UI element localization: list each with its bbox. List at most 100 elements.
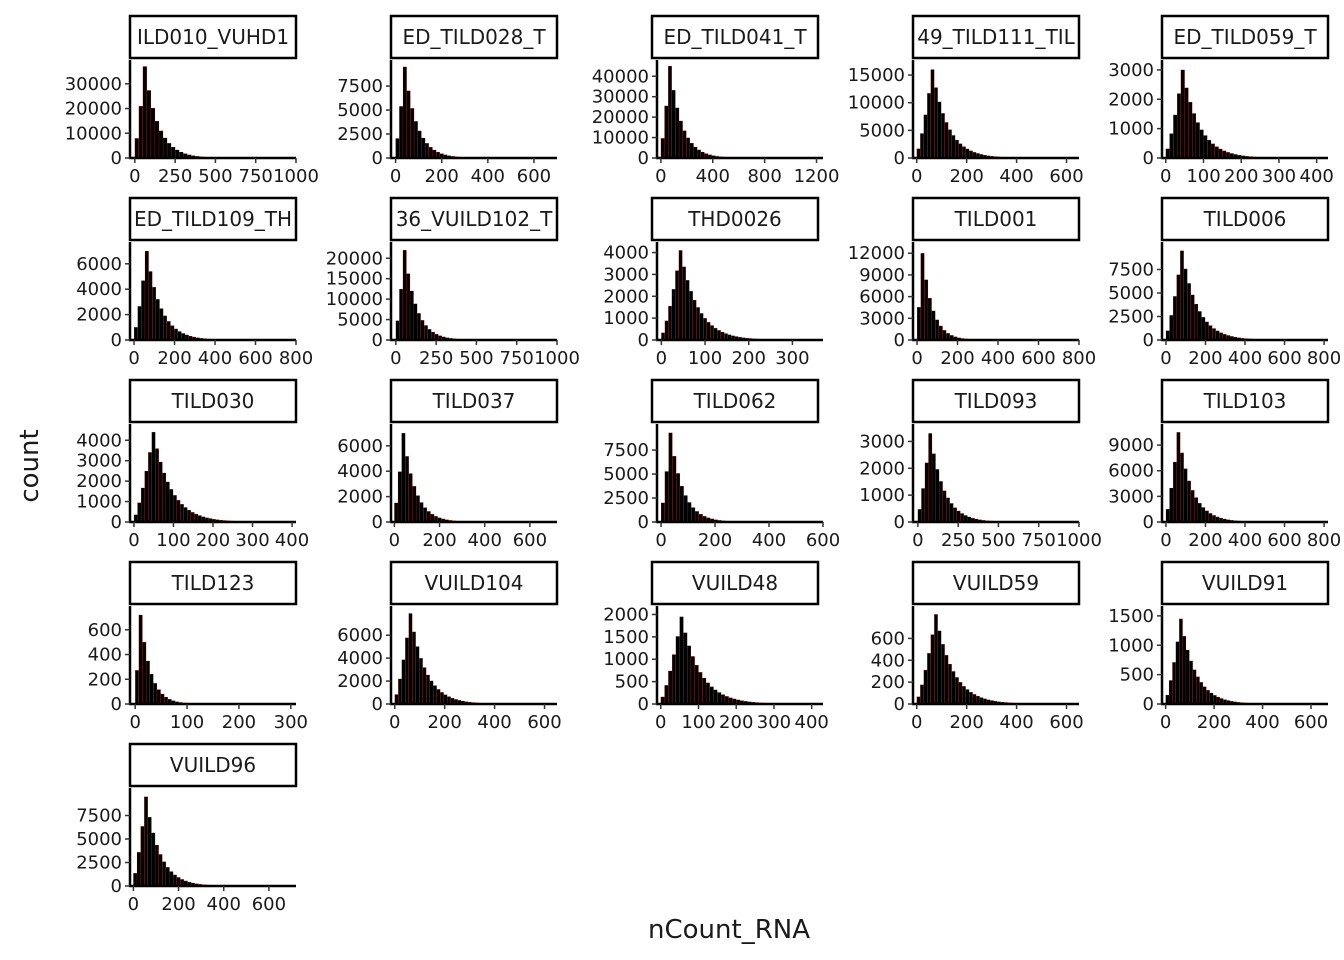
histogram-bar (160, 693, 165, 705)
histogram-bar (417, 130, 422, 159)
histogram-bar (951, 671, 956, 705)
y-tick-label: 30000 (65, 74, 122, 95)
histogram-bar (426, 511, 431, 523)
histogram-bar (1185, 649, 1190, 705)
facet-strip (911, 560, 1081, 606)
histogram-bar (158, 130, 164, 159)
x-tick-label: 1000 (273, 166, 319, 187)
x-tick-label: 250 (419, 348, 453, 369)
histogram-bar (146, 90, 152, 159)
histogram-bar (1192, 669, 1197, 705)
histogram-bar (415, 495, 420, 523)
histogram-bar (935, 469, 940, 523)
histogram-bar (155, 448, 159, 523)
histogram-bar (394, 502, 399, 523)
histogram-bar (717, 692, 722, 705)
x-tick-label: 400 (999, 712, 1033, 733)
histogram-bar (969, 691, 973, 705)
x-tick-label: 300 (235, 530, 269, 551)
facet-strip (389, 378, 559, 424)
histogram-bar (951, 135, 956, 159)
histogram-bar (927, 93, 931, 159)
x-tick-label: 500 (459, 348, 493, 369)
x-tick-label: 100 (170, 712, 204, 733)
x-tick-label: 600 (1267, 348, 1301, 369)
histogram-bar (937, 630, 942, 705)
histogram-bar (691, 507, 696, 523)
histogram-bar (1209, 692, 1214, 705)
histogram-bar (660, 502, 665, 523)
y-tick-label: 4000 (337, 461, 383, 482)
histogram-bar (920, 133, 924, 159)
facet-strip (1160, 196, 1330, 242)
y-tick-label: 200 (88, 669, 122, 690)
histogram-bar (703, 318, 707, 341)
histogram-bar (138, 614, 143, 705)
histogram-bar (682, 130, 687, 159)
histogram-bars (133, 431, 295, 523)
x-tick-label: 300 (775, 348, 809, 369)
y-tick-label: 4000 (76, 430, 122, 451)
histogram-bar (1208, 325, 1213, 341)
histogram-bar (942, 490, 947, 523)
histogram-bar (1179, 618, 1183, 705)
y-tick-label: 2000 (603, 286, 649, 307)
x-tick-label: 250 (941, 530, 975, 551)
y-tick-label: 0 (372, 330, 383, 351)
x-tick-label: 0 (389, 712, 400, 733)
histogram-bar (140, 826, 145, 887)
x-tick-label: 800 (1307, 530, 1341, 551)
y-tick-label: 0 (111, 876, 122, 897)
histogram-bar (154, 844, 159, 887)
histogram-bar (931, 453, 936, 523)
x-tick-label: 600 (1049, 166, 1083, 187)
facet-strip (128, 742, 298, 788)
y-tick-label: 0 (111, 330, 122, 351)
y-tick-label: 3000 (603, 264, 649, 285)
histogram-bar (443, 694, 448, 705)
histogram-bar (401, 659, 406, 705)
y-tick-label: 7500 (337, 76, 383, 97)
histogram-bar (672, 455, 677, 523)
histogram-bar (946, 497, 950, 523)
histogram-bar (421, 137, 426, 159)
facet-panel: ED_TILD109_TH 0 2000 4000 6000 0 200 400 600 800 (76, 196, 313, 369)
histogram-bar (920, 253, 925, 341)
x-tick-label: 200 (161, 894, 195, 915)
histogram-bar (406, 90, 411, 159)
histogram-bar (706, 322, 711, 341)
y-tick-label: 5000 (1108, 283, 1154, 304)
facet-strip (128, 560, 298, 606)
y-tick-label: 4000 (337, 648, 383, 669)
histogram-bar (671, 289, 676, 341)
x-tick-label: 0 (1160, 166, 1171, 187)
y-tick-label: 30000 (592, 87, 649, 108)
histogram-bar (395, 320, 400, 341)
y-tick-label: 9000 (859, 265, 905, 286)
histogram-bar (923, 114, 928, 159)
y-tick-label: 0 (111, 512, 122, 533)
histogram-bar (154, 120, 160, 159)
y-tick-label: 2000 (603, 604, 649, 625)
y-tick-label: 2000 (337, 487, 383, 508)
facet-strip-label: TILD093 (954, 389, 1038, 413)
facet-panel: ILD010_VUHD1 0 10000 20000 30000 0 250 500 750 10… (65, 14, 319, 187)
y-tick-label: 9000 (1108, 435, 1154, 456)
histogram-bar (424, 143, 429, 159)
histogram-bar (941, 113, 945, 159)
histogram-bar (1165, 148, 1170, 159)
x-tick-label: 400 (1300, 166, 1334, 187)
x-tick-label: 750 (239, 166, 273, 187)
y-tick-label: 15000 (848, 65, 905, 86)
facet-strip-label: VUILD91 (1202, 571, 1288, 595)
histogram-bar (721, 694, 726, 705)
histogram-bar (148, 271, 153, 341)
histogram-bar (1195, 122, 1200, 159)
y-tick-label: 0 (1143, 512, 1154, 533)
y-tick-label: 7500 (1108, 260, 1154, 281)
histogram-bar (133, 327, 138, 341)
histogram-bar (1183, 468, 1188, 523)
